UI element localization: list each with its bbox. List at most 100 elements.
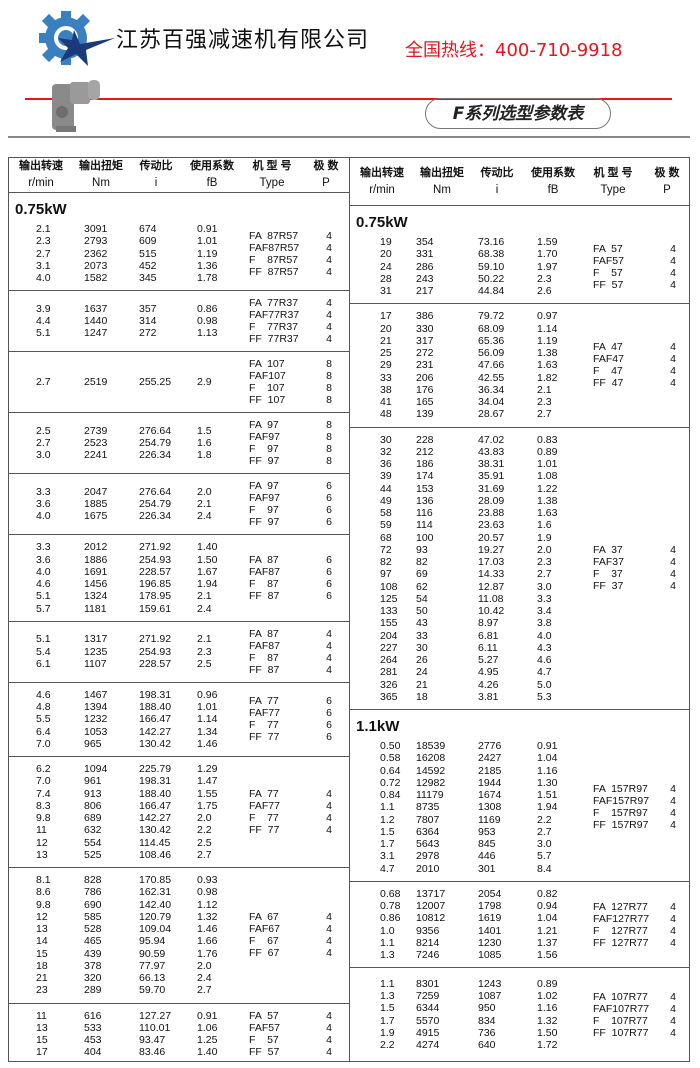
model-block: 3.3 2047 276.64 2.0 3.6 1885 254.79 2.1 4.0 1675 2…: [9, 474, 349, 536]
torque-cell: 21: [416, 678, 428, 691]
model-type: FAF57: [249, 1022, 280, 1034]
speed-cell: 5.7: [36, 602, 51, 615]
service-factor-cell: 0.86: [197, 302, 218, 315]
ratio-cell: 59.70: [139, 984, 166, 997]
table-row: 97 69 14.33 2.7: [380, 568, 593, 580]
model-type: F 77: [249, 719, 279, 732]
ratio-cell: 34.04: [478, 396, 505, 408]
type-row: FF 77 6: [249, 731, 335, 743]
header-label: 输出转速: [360, 166, 404, 179]
ratio-cell: 301: [478, 862, 496, 875]
torque-cell: 82: [416, 556, 428, 568]
table-row: 1.3 7259 1087 1.02: [380, 990, 593, 1002]
speed-cell: 4.8: [36, 701, 51, 713]
ratio-cell: 276.64: [139, 485, 172, 498]
speed-cell: 5.1: [36, 590, 51, 603]
speed-cell: 59: [380, 519, 392, 532]
model-type: FAF87: [249, 566, 280, 578]
service-factor-cell: 1.37: [537, 936, 558, 949]
torque-cell: 153: [416, 482, 434, 495]
ratio-cell: 272: [139, 327, 157, 340]
table-row: 3.1 2073 452 1.36: [36, 260, 249, 272]
speed-cell: 0.58: [380, 752, 401, 765]
ratio-cell: 142.27: [139, 725, 172, 738]
ratio-cell: 23.88: [478, 507, 505, 519]
table-row: 33 206 42.55 1.82: [380, 372, 593, 384]
torque-cell: 7807: [416, 813, 440, 826]
model-type: FA 157R97: [593, 783, 648, 796]
ratio-cell: 79.72: [478, 310, 505, 323]
type-row: F 37 4: [593, 568, 679, 580]
torque-cell: 317: [416, 334, 434, 347]
type-row: FF 67 4: [249, 947, 335, 959]
type-row: FAF57 4: [249, 1022, 335, 1034]
speed-cell: 0.86: [380, 912, 401, 925]
type-row: FA 157R97 4: [593, 783, 679, 795]
speed-cell: 1.0: [380, 924, 395, 937]
service-factor-cell: 1.5: [197, 424, 212, 437]
ratio-cell: 226.34: [139, 449, 172, 462]
data-rows: 2.1 3091 674 0.91 2.3 2793 609 1.01 2.7 2362 515 1.…: [9, 223, 249, 284]
service-factor-cell: 2.5: [197, 657, 212, 670]
table-row: 4.0 1691 228.57 1.67: [36, 566, 249, 578]
torque-cell: 2362: [84, 247, 108, 260]
ratio-cell: 6.11: [478, 641, 498, 654]
torque-cell: 330: [416, 322, 434, 335]
company-logo-gear-star-icon: [39, 11, 115, 66]
ratio-cell: 38.31: [478, 458, 505, 470]
data-rows: 19 354 73.16 1.59 20 331 68.38 1.70 24 286 59.10 1.…: [350, 236, 593, 297]
type-row: F 87R57 4: [249, 254, 335, 266]
speed-cell: 6.4: [36, 725, 51, 738]
speed-cell: 18: [36, 959, 48, 972]
model-type: FF 77R37: [249, 333, 299, 346]
ratio-cell: 271.92: [139, 541, 172, 554]
service-factor-cell: 3.4: [537, 605, 552, 617]
pole-count: 8: [326, 419, 332, 432]
type-row: FAF77 6: [249, 707, 335, 719]
model-type: FAF67: [249, 923, 280, 936]
header-unit: i: [154, 177, 158, 189]
service-factor-cell: 0.98: [197, 886, 218, 899]
type-list: FA 67 4 FAF67 4 F 67 4 FF 67 4: [249, 911, 335, 959]
service-factor-cell: 2.4: [197, 972, 212, 984]
ratio-cell: 93.47: [139, 1034, 166, 1046]
ratio-cell: 1308: [478, 801, 502, 814]
ratio-cell: 127.27: [139, 1009, 172, 1022]
model-type: FA 77: [249, 695, 279, 708]
torque-cell: 6344: [416, 1002, 440, 1015]
service-factor-cell: 5.3: [537, 690, 552, 703]
model-type: FF 87: [249, 590, 280, 602]
pole-count: 4: [670, 266, 676, 279]
model-type: F 107R77: [593, 1014, 648, 1027]
type-list: FA 37 4 FAF37 4 F 37 4 FF 37 4: [593, 544, 679, 592]
torque-cell: 18: [416, 690, 428, 703]
model-type: FF 87R57: [249, 265, 299, 278]
table-row: 19 354 73.16 1.59: [380, 236, 593, 248]
speed-cell: 5.1: [36, 633, 51, 646]
gear-reducer-product-image: [52, 80, 100, 132]
type-row: FA 77 4: [249, 788, 335, 800]
type-row: FF 127R77 4: [593, 937, 679, 949]
table-column-right: 输出转速 输出扭矩 传动比 使用系数 机 型 号 极 数 r/min Nm i fB Type P 0.…: [350, 158, 690, 1061]
type-row: FF 77R37 4: [249, 333, 335, 345]
speed-cell: 5.4: [36, 645, 51, 658]
table-row: 3.6 1885 254.79 2.1: [36, 498, 249, 510]
table-row: 2.1 3091 674 0.91: [36, 223, 249, 235]
torque-cell: 1885: [84, 498, 108, 511]
model-type: F 47: [593, 365, 623, 378]
type-row: FA 107R77 4: [593, 991, 679, 1003]
header-label: 传动比: [139, 160, 173, 172]
speed-cell: 1.3: [380, 949, 395, 961]
block-body: 6.2 1094 225.79 1.29 7.0 961 198.31 1.47 7.4 913 1…: [9, 763, 349, 861]
service-factor-cell: 2.1: [537, 383, 552, 396]
service-factor-cell: 1.70: [537, 248, 558, 261]
table-row: 1.1 8301 1243 0.89: [380, 978, 593, 990]
table-row: 5.1 1247 272 1.13: [36, 327, 249, 339]
model-type: FA 107: [249, 358, 285, 371]
model-block: 0.75kW 19 354 73.16 1.59 20 331 68.38 1.70 24 286 5…: [350, 206, 690, 305]
torque-cell: 10812: [416, 912, 446, 925]
service-factor-cell: 1.32: [537, 1014, 558, 1027]
type-row: FA 127R77 4: [593, 901, 679, 913]
header-label: 极 数: [654, 166, 680, 179]
